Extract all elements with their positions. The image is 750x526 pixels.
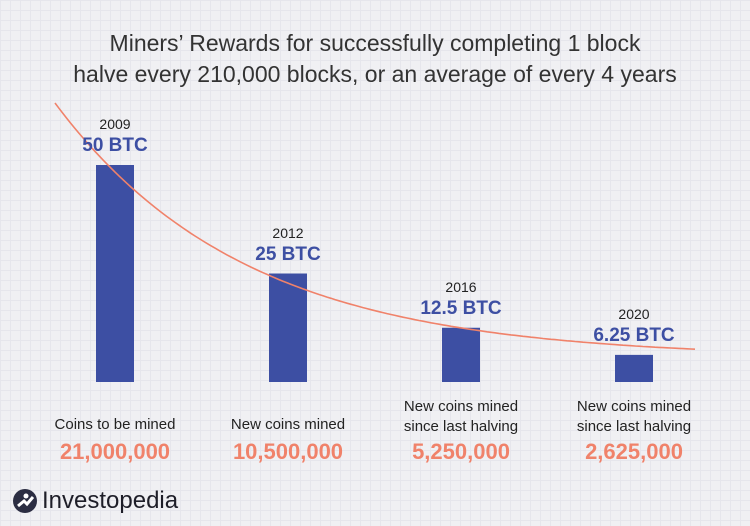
chart-title: Miners’ Rewards for successfully complet… (0, 28, 750, 90)
bar-2009 (96, 165, 134, 382)
title-line-1: Miners’ Rewards for successfully complet… (109, 30, 641, 56)
coin-count-label: 2,625,000 (585, 439, 683, 464)
caption-label: since last halving (576, 418, 692, 435)
caption-label: New coins mined (403, 398, 519, 415)
year-label: 2016 (445, 278, 477, 295)
bar-2016 (442, 327, 480, 382)
caption-label: Coins to be mined (54, 416, 176, 433)
caption-label: New coins mined (230, 416, 346, 433)
trend-line (54, 102, 696, 350)
caption-label: since last halving (403, 418, 519, 435)
year-label: 2012 (272, 224, 304, 241)
value-label: 6.25 BTC (593, 324, 675, 346)
value-label: 12.5 BTC (420, 297, 502, 319)
caption-label: New coins mined (576, 398, 692, 415)
investopedia-logo-icon (13, 489, 37, 513)
brand-name: Investopedia (42, 487, 179, 514)
year-label: 2020 (618, 305, 650, 322)
year-label: 2009 (99, 116, 131, 132)
coin-count-label: 5,250,000 (412, 439, 510, 464)
coin-count-label: 10,500,000 (232, 439, 344, 464)
value-label: 25 BTC (255, 243, 321, 265)
coin-count-label: 21,000,000 (59, 439, 171, 464)
title-line-2: halve every 210,000 blocks, or an averag… (73, 61, 677, 87)
bar-2012 (269, 273, 307, 382)
value-label: 50 BTC (82, 135, 148, 156)
bar-2020 (615, 354, 653, 382)
investopedia-logo: Investopedia (12, 487, 178, 515)
